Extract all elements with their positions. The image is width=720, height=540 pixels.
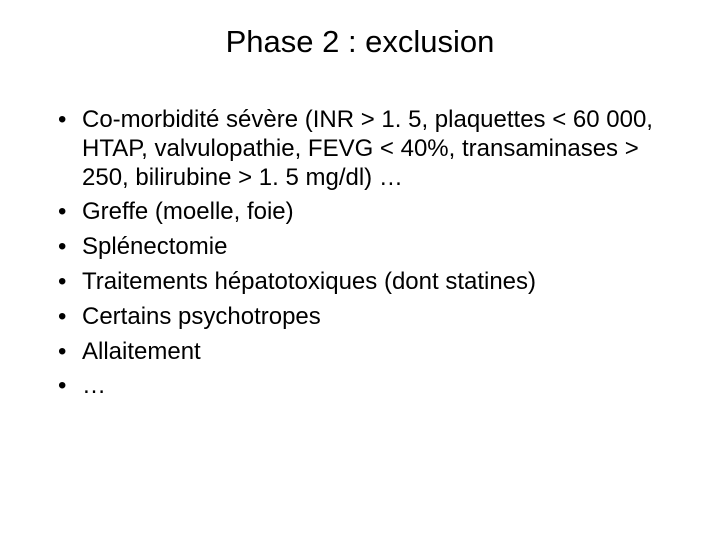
list-item: Traitements hépatotoxiques (dont statine… [68, 268, 680, 297]
list-item: … [68, 372, 680, 401]
list-item: Certains psychotropes [68, 303, 680, 332]
list-item: Co-morbidité sévère (INR > 1. 5, plaquet… [68, 106, 680, 192]
slide-title: Phase 2 : exclusion [40, 24, 680, 60]
bullet-list: Co-morbidité sévère (INR > 1. 5, plaquet… [40, 106, 680, 401]
list-item: Splénectomie [68, 233, 680, 262]
list-item: Allaitement [68, 338, 680, 367]
list-item: Greffe (moelle, foie) [68, 198, 680, 227]
slide: Phase 2 : exclusion Co-morbidité sévère … [0, 0, 720, 540]
